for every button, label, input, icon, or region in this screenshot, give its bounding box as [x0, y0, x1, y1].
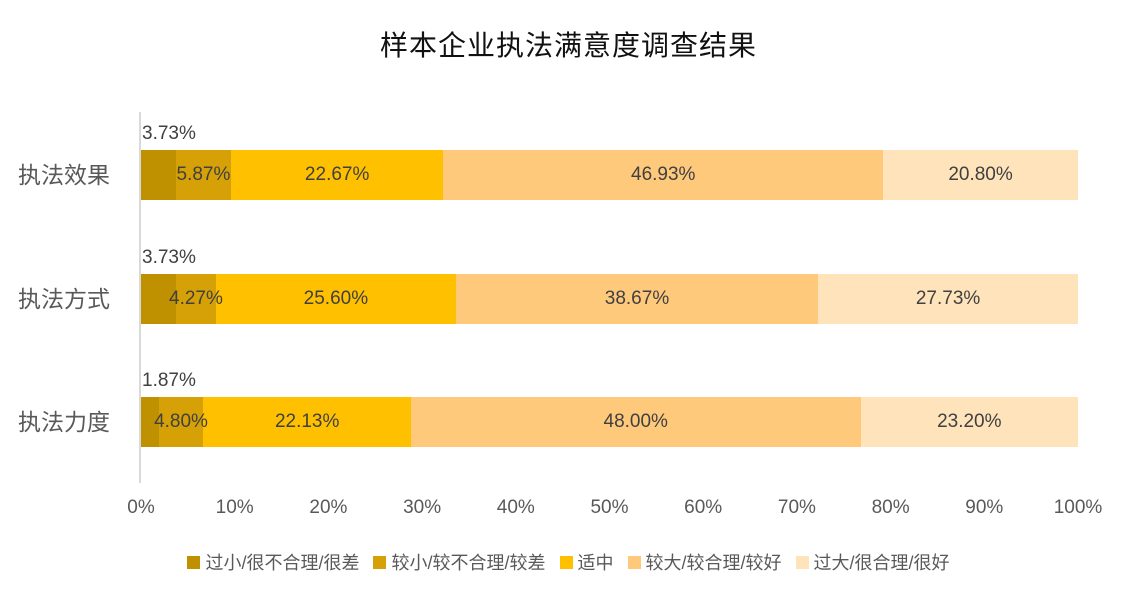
- data-label: 46.93%: [631, 164, 696, 185]
- legend-swatch-icon: [627, 555, 641, 569]
- legend-label: 较小/较不合理/较差: [391, 553, 546, 573]
- bar-segment-series-2: [175, 273, 216, 324]
- legend-item-2: 较小/较不合理/较差: [373, 549, 546, 575]
- category-label: 执法效果: [18, 162, 110, 188]
- bar-segment-series-1: [141, 397, 159, 447]
- data-label: 23.20%: [937, 411, 1002, 432]
- x-tick-label: 0%: [127, 497, 155, 518]
- x-tick-label: 50%: [590, 497, 629, 518]
- bar-segment-series-5: [883, 150, 1078, 200]
- legend-item-4: 较大/较合理/较好: [627, 549, 782, 575]
- legend-item-5: 过大/很合理/很好: [795, 549, 950, 575]
- x-tick-label: 20%: [309, 497, 348, 518]
- plot-area: 3.73% 5.87% 22.67% 46.93% 20.80% 3.73% 4.27% 25…: [141, 112, 1078, 483]
- bar-segment-series-4: [410, 397, 861, 447]
- x-tick-label: 70%: [777, 497, 816, 518]
- data-label: 4.27%: [169, 287, 223, 309]
- category-label: 执法方式: [18, 285, 110, 312]
- data-label: 22.67%: [304, 164, 370, 185]
- x-tick-label: 90%: [965, 497, 1004, 518]
- legend-label: 过小/很不合理/很差: [205, 553, 360, 573]
- data-label: 5.87%: [176, 164, 231, 185]
- legend-swatch-icon: [559, 555, 573, 569]
- data-label: 38.67%: [604, 287, 670, 309]
- y-axis-line: [139, 112, 141, 483]
- category-label: 执法力度: [18, 409, 110, 435]
- legend: 过小/很不合理/很差 较小/较不合理/较差 适中 较大/较合理/较好 过大/很合理/很好: [0, 549, 1137, 575]
- bar-segment-series-1: [141, 150, 176, 200]
- bar-segment-series-4: [443, 150, 884, 200]
- data-label-above: 3.73%: [142, 246, 196, 268]
- bar-segment-series-3: [203, 397, 411, 447]
- x-tick-label: 80%: [871, 497, 910, 518]
- legend-swatch-icon: [187, 555, 201, 569]
- x-tick-label: 60%: [684, 497, 723, 518]
- bar-segment-series-5: [860, 397, 1078, 447]
- legend-label: 过大/很合理/很好: [813, 553, 950, 573]
- data-label-above: 1.87%: [142, 370, 196, 391]
- bar-segment-series-3: [215, 273, 456, 324]
- legend-swatch-icon: [795, 555, 809, 569]
- bar-segment-series-1: [141, 273, 176, 324]
- data-label: 48.00%: [603, 411, 668, 432]
- legend-label: 适中: [577, 553, 614, 573]
- bar-segment-series-3: [230, 150, 444, 200]
- legend-label: 较大/较合理/较好: [645, 553, 782, 573]
- data-label: 4.80%: [154, 411, 208, 432]
- bar-row: 3.73% 5.87% 22.67% 46.93% 20.80%: [141, 123, 1078, 200]
- data-label: 22.13%: [274, 411, 340, 432]
- bar-row: 1.87% 4.80% 22.13% 48.00% 23.20%: [141, 370, 1078, 447]
- x-axis-ticks: 0% 10% 20% 30% 40% 50% 60% 70% 80% 90% 100%: [127, 497, 1102, 523]
- data-label: 20.80%: [948, 164, 1013, 185]
- bar-segment-series-5: [818, 273, 1078, 324]
- x-tick-label: 30%: [403, 497, 442, 518]
- legend-item-1: 过小/很不合理/很差: [187, 549, 359, 575]
- bar-segment-series-2: [175, 150, 231, 200]
- x-tick-label: 40%: [496, 497, 535, 518]
- x-tick-label: 10%: [215, 497, 254, 518]
- data-label: 25.60%: [303, 287, 369, 309]
- data-label: 27.73%: [915, 287, 981, 309]
- bar-segment-series-2: [158, 397, 204, 447]
- legend-swatch-icon: [373, 555, 387, 569]
- legend-item-3: 适中: [559, 549, 614, 575]
- bar-segment-series-4: [455, 273, 819, 324]
- data-label-above: 3.73%: [142, 123, 196, 144]
- chart-title: 样本企业执法满意度调查结果: [379, 30, 757, 61]
- x-tick-label: 100%: [1053, 497, 1103, 518]
- bar-row: 3.73% 4.27% 25.60% 38.67% 27.73%: [141, 247, 1078, 324]
